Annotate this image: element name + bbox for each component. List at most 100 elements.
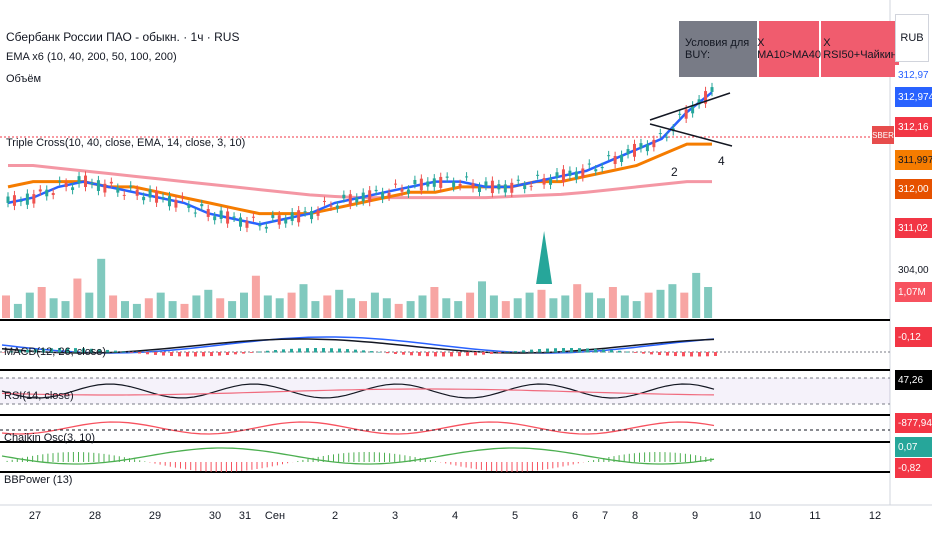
candle-body [348, 194, 352, 205]
candle-body [239, 217, 243, 227]
volume-bar [13, 303, 22, 318]
macd-hist [218, 352, 221, 356]
price-tag: 1,07M [895, 282, 932, 302]
volume-bar [525, 292, 534, 318]
price-tag: 312,00 [895, 179, 932, 199]
candle-body [658, 133, 662, 135]
candle-body [71, 187, 75, 191]
candle-body [193, 212, 197, 214]
macd-hist [130, 352, 133, 353]
macd-hist [514, 351, 517, 353]
candle-body [381, 192, 385, 199]
candle-body [90, 183, 94, 185]
volume-bar [537, 289, 546, 318]
candle-body [148, 189, 152, 198]
candle-body [167, 196, 171, 207]
volume-bar [228, 301, 237, 318]
candle-body [400, 188, 404, 192]
candle-body [368, 190, 372, 202]
candle-body [58, 180, 62, 182]
cross-legend[interactable]: Triple Cross(10, 40, close, EMA, 14, clo… [6, 137, 246, 149]
volume-bar [406, 301, 415, 318]
volume-bar [299, 284, 308, 318]
date-label: 2 [331, 510, 339, 522]
chaikin-legend[interactable]: Chaikin Osc(3, 10) [4, 432, 96, 444]
volume-bar [37, 287, 46, 318]
macd-hist [306, 348, 309, 353]
macd-hist [50, 348, 53, 353]
macd-hist [146, 352, 149, 355]
volume-bar [573, 284, 582, 318]
macd-hist [250, 352, 253, 353]
candle-body [542, 178, 546, 185]
candle-body [594, 169, 598, 172]
macd-hist [682, 352, 685, 357]
macd-hist [258, 351, 261, 353]
volume-bar [251, 275, 260, 318]
ema-line-1 [7, 142, 712, 216]
candle-body [503, 184, 507, 193]
volume-bar [430, 287, 439, 318]
buy-conditions: Условия для BUY: X MA10>MA40 X RSI50+Чай… [679, 21, 899, 77]
volume-bar [335, 289, 344, 318]
macd-hist [610, 350, 613, 353]
date-label: 4 [451, 510, 459, 522]
currency-button[interactable]: RUB [895, 14, 929, 62]
rsi-legend[interactable]: RSI(14, close) [4, 390, 74, 402]
candle-body [445, 176, 449, 178]
macd-hist [2, 352, 5, 353]
bbpower-legend[interactable]: BBPower (13) [4, 474, 73, 486]
candle-body [135, 189, 139, 196]
macd-hist [626, 351, 629, 353]
candle-body [394, 183, 398, 185]
volume-bar [620, 295, 629, 318]
candle-body [84, 175, 88, 188]
macd-hist [666, 352, 669, 356]
candle-body [432, 178, 436, 187]
macd-hist [266, 350, 269, 353]
candle-body [684, 109, 688, 119]
volume-bar [478, 281, 486, 318]
macd-hist [570, 348, 573, 353]
volume-bar [585, 292, 594, 318]
ema-legend[interactable]: EMA x6 (10, 40, 200, 50, 100, 200) [6, 51, 177, 63]
macd-hist [354, 349, 357, 353]
volume-bar [704, 287, 713, 318]
macd-hist [18, 350, 21, 353]
volume-bar [49, 298, 58, 318]
macd-hist [170, 352, 173, 356]
macd-hist [394, 352, 397, 354]
candle-body [180, 196, 184, 198]
macd-hist [194, 352, 197, 357]
volume-legend[interactable]: Объём [6, 73, 42, 85]
macd-hist [650, 352, 653, 355]
macd-hist [98, 349, 101, 353]
volume-bar [85, 292, 94, 318]
candle-body [458, 183, 462, 187]
candle-body [219, 210, 223, 219]
candle-body [32, 194, 36, 204]
macd-hist [282, 349, 285, 353]
volume-bar [597, 298, 605, 318]
ema-line-2 [8, 164, 712, 200]
price-tag: -877,94K [895, 413, 932, 433]
candle-body [245, 221, 249, 228]
volume-bar [204, 289, 213, 318]
macd-hist [154, 352, 157, 355]
candle-body [19, 200, 23, 202]
macd-hist [618, 350, 621, 353]
chart-title: Сбербанк России ПАО - обыкн. · 1ч · RUS [6, 30, 240, 44]
candle-body [200, 204, 204, 207]
macd-legend[interactable]: MACD(12, 26, close) [4, 346, 107, 358]
candle-body [484, 181, 488, 187]
candle-body [277, 215, 281, 225]
candle-body [310, 211, 314, 220]
macd-hist [66, 348, 69, 353]
date-label: 12 [868, 510, 882, 522]
macd-hist [10, 351, 13, 353]
candle-body [45, 189, 49, 197]
candle-body [96, 180, 100, 191]
volume-bar [109, 295, 118, 318]
candle-body [342, 194, 346, 199]
